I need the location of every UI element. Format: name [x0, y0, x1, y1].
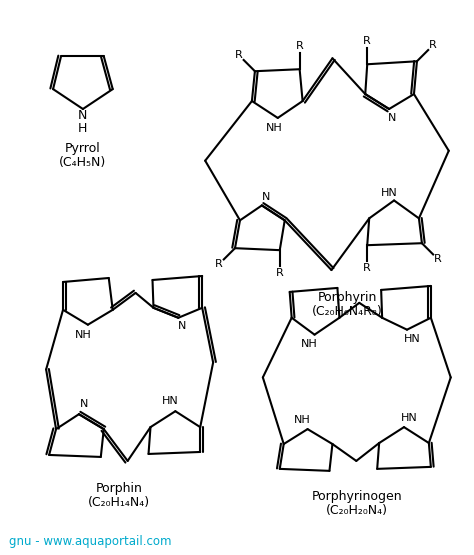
Text: Pyrrol: Pyrrol [65, 142, 101, 155]
Text: Porphin: Porphin [95, 482, 142, 495]
Text: (C₄H₅N): (C₄H₅N) [59, 156, 107, 169]
Text: HN: HN [403, 334, 420, 344]
Text: Porphyrinogen: Porphyrinogen [312, 490, 402, 503]
Text: (C₂₀H₁₄N₄): (C₂₀H₁₄N₄) [88, 496, 150, 509]
Text: NH: NH [294, 415, 311, 425]
Text: NH: NH [74, 330, 91, 340]
Text: R: R [276, 268, 283, 278]
Text: R: R [215, 259, 223, 269]
Text: H: H [78, 122, 88, 135]
Text: R: R [429, 40, 437, 50]
Text: NH: NH [265, 123, 282, 133]
Text: R: R [434, 254, 442, 264]
Text: R: R [364, 37, 371, 47]
Text: Porphyrin: Porphyrin [318, 291, 377, 304]
Text: N: N [178, 321, 186, 331]
Text: R: R [296, 42, 303, 52]
Text: NH: NH [301, 339, 318, 349]
Text: (C₂₀H₆N₄R₈): (C₂₀H₆N₄R₈) [312, 305, 383, 319]
Text: R: R [235, 50, 243, 60]
Text: gnu - www.aquaportail.com: gnu - www.aquaportail.com [9, 535, 172, 548]
Text: N: N [80, 399, 88, 409]
Text: HN: HN [381, 188, 398, 198]
Text: R: R [364, 263, 371, 273]
Text: (C₂₀H₂₀N₄): (C₂₀H₂₀N₄) [326, 504, 388, 517]
Text: N: N [262, 193, 270, 203]
Text: HN: HN [162, 396, 179, 406]
Text: N: N [78, 109, 88, 123]
Text: HN: HN [401, 413, 418, 423]
Text: N: N [388, 113, 396, 123]
